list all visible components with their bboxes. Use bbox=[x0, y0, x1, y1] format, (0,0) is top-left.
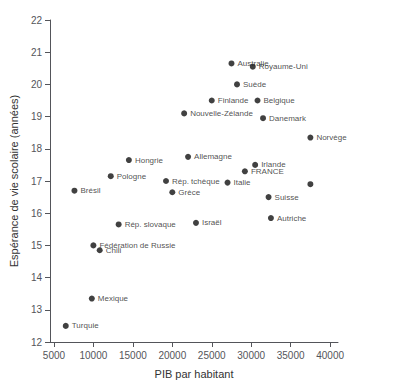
svg-text:22: 22 bbox=[31, 15, 43, 26]
svg-text:Irlande: Irlande bbox=[261, 160, 286, 170]
svg-text:Brésil: Brésil bbox=[80, 186, 100, 195]
svg-text:Rép. tchèque: Rép. tchèque bbox=[172, 177, 220, 186]
svg-text:17: 17 bbox=[31, 176, 43, 187]
svg-text:Suède: Suède bbox=[243, 80, 267, 89]
svg-text:16: 16 bbox=[31, 208, 43, 219]
svg-text:Australie: Australie bbox=[237, 59, 269, 68]
svg-text:18: 18 bbox=[31, 143, 43, 154]
svg-text:Autriche: Autriche bbox=[277, 214, 307, 223]
svg-text:20: 20 bbox=[31, 79, 43, 90]
svg-text:Nouvelle-Zélande: Nouvelle-Zélande bbox=[190, 109, 253, 118]
svg-text:Norvège: Norvège bbox=[316, 133, 347, 142]
svg-text:25000: 25000 bbox=[198, 350, 226, 361]
svg-text:PIB par habitant: PIB par habitant bbox=[155, 368, 234, 380]
svg-text:Allemagne: Allemagne bbox=[194, 152, 232, 161]
svg-text:15000: 15000 bbox=[119, 350, 147, 361]
svg-text:10000: 10000 bbox=[79, 350, 107, 361]
svg-text:12: 12 bbox=[31, 337, 43, 348]
svg-text:Pologne: Pologne bbox=[117, 172, 147, 181]
svg-text:30000: 30000 bbox=[237, 350, 265, 361]
svg-text:Chili: Chili bbox=[106, 246, 122, 255]
svg-text:Espérance de vie scolaire (ann: Espérance de vie scolaire (années) bbox=[8, 95, 20, 267]
svg-text:13: 13 bbox=[31, 304, 43, 315]
svg-text:15: 15 bbox=[31, 240, 43, 251]
svg-text:5000: 5000 bbox=[43, 350, 66, 361]
svg-text:Italie: Italie bbox=[234, 178, 251, 187]
svg-text:20000: 20000 bbox=[158, 350, 186, 361]
svg-text:Suisse: Suisse bbox=[275, 193, 300, 202]
svg-text:Turquie: Turquie bbox=[72, 321, 99, 330]
svg-text:FRANCE: FRANCE bbox=[251, 167, 284, 176]
svg-text:Finlande: Finlande bbox=[218, 96, 249, 105]
svg-text:Royaume-Uni: Royaume-Uni bbox=[259, 62, 308, 71]
svg-text:40000: 40000 bbox=[316, 350, 344, 361]
svg-text:Belgique: Belgique bbox=[264, 96, 296, 105]
svg-text:Mexique: Mexique bbox=[98, 294, 129, 303]
svg-text:35000: 35000 bbox=[277, 350, 305, 361]
svg-text:Hongrie: Hongrie bbox=[135, 156, 164, 165]
svg-text:19: 19 bbox=[31, 111, 43, 122]
svg-text:Grèce: Grèce bbox=[178, 188, 200, 197]
svg-text:Fédération de Russie: Fédération de Russie bbox=[99, 240, 176, 250]
svg-text:14: 14 bbox=[31, 272, 43, 283]
svg-text:Rép. slovaque: Rép. slovaque bbox=[125, 220, 177, 229]
svg-text:21: 21 bbox=[31, 47, 43, 58]
svg-text:Israël: Israël bbox=[202, 218, 222, 227]
svg-text:Danemark: Danemark bbox=[269, 114, 307, 123]
